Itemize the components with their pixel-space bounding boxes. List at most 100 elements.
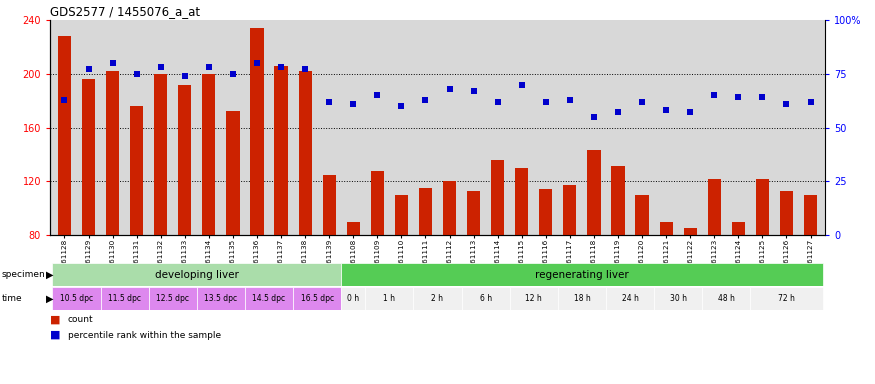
Bar [467,191,480,235]
Bar [101,287,149,310]
Bar [52,287,101,310]
Point [106,60,120,66]
Text: 18 h: 18 h [573,294,591,303]
Point [81,66,95,73]
Text: ▶: ▶ [46,293,53,303]
Point [755,94,769,101]
Text: 16.5 dpc: 16.5 dpc [301,294,333,303]
Point [395,103,409,109]
Bar [227,111,240,235]
Text: ▶: ▶ [46,270,53,280]
Bar [660,222,673,235]
Text: developing liver: developing liver [155,270,239,280]
Point [587,114,601,120]
Bar [587,151,600,235]
Point [635,99,649,105]
Text: 11.5 dpc: 11.5 dpc [108,294,141,303]
Bar [683,228,696,235]
Text: time: time [2,294,23,303]
Text: count: count [67,316,93,324]
Point [466,88,480,94]
Bar [751,287,822,310]
Point [707,92,721,98]
Point [491,99,505,105]
Point [611,109,625,116]
Point [563,96,577,103]
Point [202,64,216,70]
Bar [443,181,456,235]
Bar [293,287,341,310]
Text: ■: ■ [50,315,60,325]
Bar [612,167,625,235]
Bar [346,222,360,235]
Point [130,71,144,77]
Bar [178,84,192,235]
Text: 0 h: 0 h [347,294,360,303]
Text: 13.5 dpc: 13.5 dpc [205,294,237,303]
Bar [82,79,95,235]
Point [58,96,72,103]
Point [514,81,528,88]
Text: 10.5 dpc: 10.5 dpc [60,294,93,303]
Bar [413,287,462,310]
Bar [780,191,793,235]
Bar [58,36,71,235]
Bar [606,287,654,310]
Point [780,101,794,107]
Bar [395,195,408,235]
Point [803,99,817,105]
Point [346,101,360,107]
Bar [635,195,648,235]
Point [322,99,336,105]
Point [443,86,457,92]
Point [226,71,240,77]
Point [178,73,192,79]
Point [370,92,384,98]
Text: GDS2577 / 1455076_a_at: GDS2577 / 1455076_a_at [50,5,200,18]
Bar [341,287,365,310]
Text: 72 h: 72 h [778,294,794,303]
Bar [654,287,703,310]
Bar [756,179,769,235]
Bar [558,287,606,310]
Bar [298,71,311,235]
Point [732,94,746,101]
Text: 24 h: 24 h [621,294,639,303]
Bar [419,188,432,235]
Text: 12 h: 12 h [525,294,542,303]
Text: ■: ■ [50,330,60,340]
Point [154,64,168,70]
Text: 6 h: 6 h [480,294,492,303]
Text: 14.5 dpc: 14.5 dpc [253,294,285,303]
Bar [154,74,167,235]
Bar [245,287,293,310]
Text: 12.5 dpc: 12.5 dpc [157,294,189,303]
Bar [52,263,341,286]
Point [298,66,312,73]
Point [683,109,697,116]
Point [659,107,673,113]
Text: percentile rank within the sample: percentile rank within the sample [67,331,220,339]
Bar [197,287,245,310]
Bar [462,287,510,310]
Bar [323,175,336,235]
Bar [106,71,119,235]
Text: 1 h: 1 h [383,294,396,303]
Bar [275,66,288,235]
Bar [341,263,822,286]
Bar [708,179,721,235]
Bar [130,106,144,235]
Point [250,60,264,66]
Bar [510,287,558,310]
Text: 48 h: 48 h [718,294,735,303]
Bar [539,189,552,235]
Text: 2 h: 2 h [431,294,444,303]
Bar [564,185,577,235]
Point [539,99,553,105]
Text: 30 h: 30 h [669,294,687,303]
Point [274,64,288,70]
Bar [202,74,215,235]
Text: specimen: specimen [2,270,45,279]
Bar [703,287,751,310]
Bar [491,160,504,235]
